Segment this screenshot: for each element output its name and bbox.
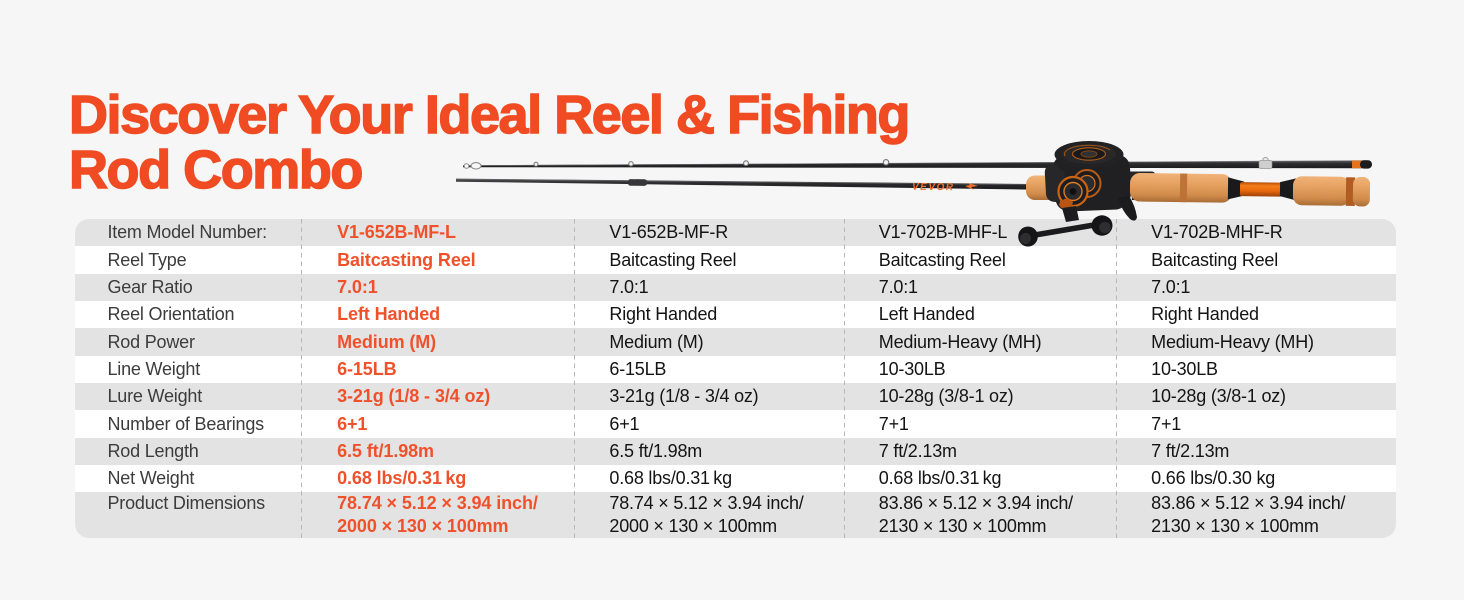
svg-text:VEVOR: VEVOR [912,182,955,193]
